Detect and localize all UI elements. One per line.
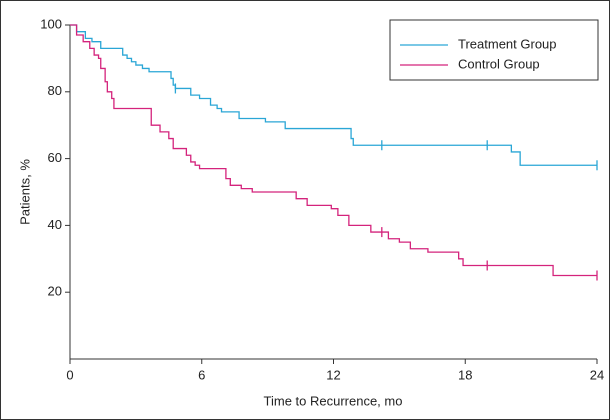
legend-label: Treatment Group <box>458 36 557 51</box>
y-tick-label: 80 <box>48 83 62 98</box>
legend-box <box>389 19 599 81</box>
x-tick-label: 24 <box>590 367 604 382</box>
x-tick-label: 12 <box>326 367 340 382</box>
survival-line <box>70 24 597 277</box>
y-tick-label: 60 <box>48 150 62 165</box>
legend-label: Control Group <box>458 56 540 71</box>
x-tick-label: 18 <box>458 367 472 382</box>
y-tick-label: 20 <box>48 284 62 299</box>
x-tick-label: 0 <box>66 367 73 382</box>
y-tick-label: 100 <box>40 16 62 31</box>
x-axis-label: Time to Recurrence, mo <box>264 393 403 408</box>
y-axis-label: Patients, % <box>17 159 32 225</box>
y-tick-label: 40 <box>48 217 62 232</box>
x-tick-label: 6 <box>198 367 205 382</box>
